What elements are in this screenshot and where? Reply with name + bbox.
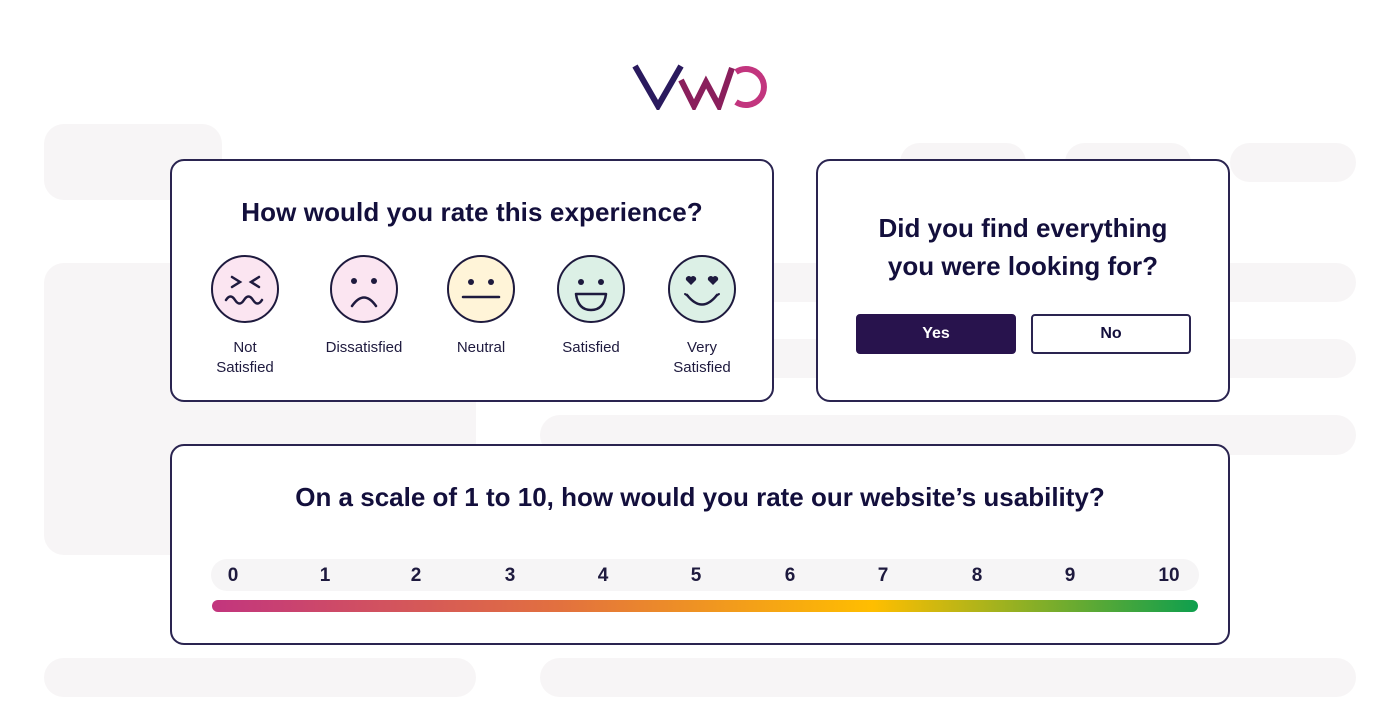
yes-no-card: Did you find everything you were looking… bbox=[816, 159, 1230, 402]
yes-button[interactable]: Yes bbox=[856, 314, 1016, 354]
scale-option-7[interactable]: 7 bbox=[877, 565, 889, 586]
heart-eyes-face-icon bbox=[668, 255, 736, 323]
scale-option-6[interactable]: 6 bbox=[784, 565, 796, 586]
neutral-face-icon bbox=[447, 255, 515, 323]
scale-option-3[interactable]: 3 bbox=[504, 565, 516, 586]
scale-gradient-bar bbox=[212, 600, 1198, 612]
yes-no-question: Did you find everything you were looking… bbox=[818, 209, 1228, 285]
option-not-satisfied[interactable]: Not Satisfied bbox=[180, 254, 310, 378]
option-label: Dissatisfied bbox=[325, 339, 403, 356]
scale-option-2[interactable]: 2 bbox=[410, 565, 422, 586]
option-label: Satisfied bbox=[673, 359, 731, 376]
wincing-face-icon bbox=[211, 255, 279, 323]
question-line: Did you find everything bbox=[878, 213, 1168, 243]
vwo-logo bbox=[632, 62, 768, 114]
scale-question: On a scale of 1 to 10, how would you rat… bbox=[295, 482, 1105, 512]
question-line: you were looking for? bbox=[887, 251, 1159, 281]
no-button[interactable]: No bbox=[1031, 314, 1191, 354]
option-label: Not bbox=[233, 339, 257, 356]
rating-card: How would you rate this experience? Not S… bbox=[170, 159, 774, 402]
scale-option-5[interactable]: 5 bbox=[690, 565, 702, 586]
placeholder-bar bbox=[44, 658, 476, 697]
option-dissatisfied[interactable]: Dissatisfied bbox=[299, 254, 429, 358]
scale-option-10[interactable]: 10 bbox=[1158, 565, 1180, 586]
placeholder-bar bbox=[540, 658, 1356, 697]
placeholder-pill bbox=[1230, 143, 1356, 182]
grinning-face-icon bbox=[557, 255, 625, 323]
option-label: Neutral bbox=[456, 339, 506, 356]
option-label: Satisfied bbox=[562, 339, 620, 356]
scale-card: On a scale of 1 to 10, how would you rat… bbox=[170, 444, 1230, 645]
rating-question: How would you rate this experience? bbox=[241, 197, 703, 227]
scale-option-0[interactable]: 0 bbox=[227, 565, 239, 586]
vwo-logo-icon bbox=[632, 64, 767, 114]
option-satisfied[interactable]: Satisfied bbox=[526, 254, 656, 358]
frowning-face-icon bbox=[330, 255, 398, 323]
scale-track: 0 1 2 3 4 5 6 7 8 9 10 bbox=[211, 559, 1199, 591]
scale-option-8[interactable]: 8 bbox=[971, 565, 983, 586]
scale-option-1[interactable]: 1 bbox=[319, 565, 331, 586]
scale-option-9[interactable]: 9 bbox=[1064, 565, 1076, 586]
option-label: Very bbox=[686, 339, 717, 356]
scale-option-4[interactable]: 4 bbox=[597, 565, 609, 586]
option-very-satisfied[interactable]: Very Satisfied bbox=[637, 254, 767, 378]
option-label: Satisfied bbox=[216, 359, 274, 376]
option-neutral[interactable]: Neutral bbox=[416, 254, 546, 358]
